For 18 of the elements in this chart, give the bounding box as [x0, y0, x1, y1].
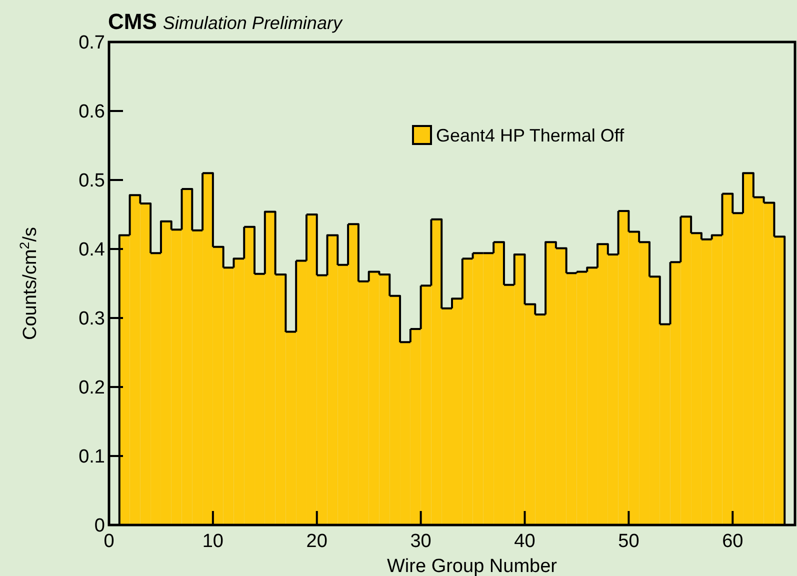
y-tick-label: 0.6 [78, 102, 105, 123]
y-tick-label: 0.3 [78, 308, 105, 330]
chart-title: CMS [108, 9, 157, 34]
x-tick-label: 40 [514, 531, 536, 552]
chart-subtitle: Simulation Preliminary [162, 13, 343, 33]
y-tick-label: 0.7 [78, 32, 105, 54]
x-tick-label: 60 [722, 531, 744, 552]
y-tick-label: 0.2 [78, 378, 105, 399]
y-tick-label: 0 [94, 516, 105, 537]
y-tick-label: 0.1 [78, 446, 105, 468]
x-tick-label: 20 [306, 531, 328, 552]
x-tick-label: 30 [410, 531, 432, 552]
x-tick-label: 50 [618, 531, 640, 552]
y-tick-label: 0.5 [78, 170, 105, 192]
y-tick-label: 0.4 [78, 240, 106, 261]
legend-label: Geant4 HP Thermal Off [436, 125, 626, 146]
x-tick-label: 10 [202, 531, 224, 552]
x-axis-title: Wire Group Number [387, 556, 558, 576]
